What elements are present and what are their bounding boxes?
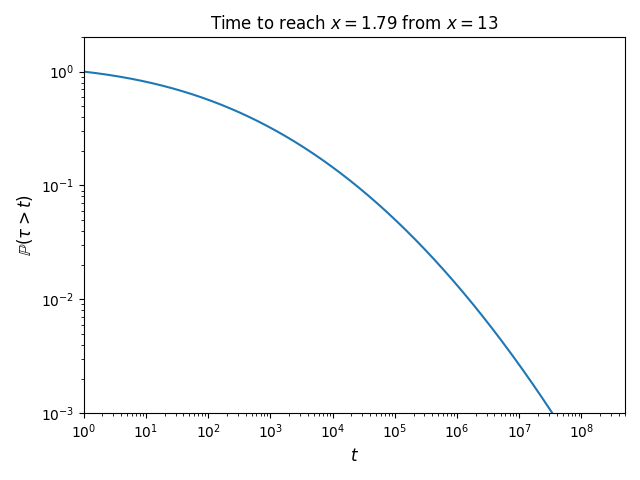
X-axis label: $t$: $t$ <box>350 447 359 465</box>
Title: Time to reach $x = 1.79$ from $x = 13$: Time to reach $x = 1.79$ from $x = 13$ <box>210 15 499 33</box>
Y-axis label: $\mathbb{P}(\tau > t)$: $\mathbb{P}(\tau > t)$ <box>15 194 35 256</box>
